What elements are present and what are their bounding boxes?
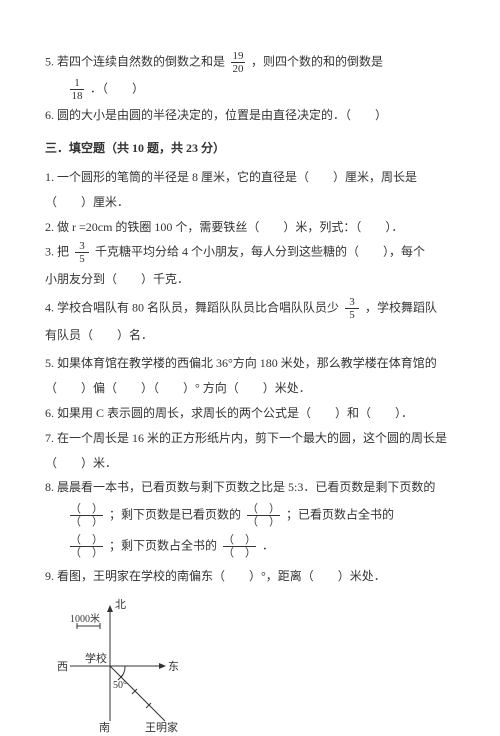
ratio-blank-1: （ ）（ ） xyxy=(70,503,103,528)
fill-7-line2: （ ）米． xyxy=(45,452,455,475)
fill-4-line2: 有队员（ ）名． xyxy=(45,324,455,347)
fill-8-line3: （ ）（ ） ；剩下页数占全书的 （ ）（ ） ． xyxy=(45,534,455,559)
label-house: 王明家 xyxy=(145,720,178,734)
q5-text3: ．（ ） xyxy=(90,82,144,96)
label-west: 西 xyxy=(57,661,68,673)
fill-8-line2: （ ）（ ） ；剩下页数是已看页数的 （ ）（ ） ；已看页数占全书的 xyxy=(45,503,455,528)
label-south: 南 xyxy=(99,721,110,734)
ratio-blank-3: （ ）（ ） xyxy=(70,534,103,559)
label-east: 东 xyxy=(168,660,179,673)
fill-3-line2: 小朋友分到（ ）千克． xyxy=(45,268,455,291)
question-6: 6. 圆的大小是由圆的半径决定的，位置是由直径决定的．（ ） xyxy=(45,104,455,127)
fill-5-line1: 5. 如果体育馆在教学楼的西偏北 36°方向 180 米处，那么教学楼在体育馆的 xyxy=(45,352,455,375)
label-angle: 50° xyxy=(113,680,127,691)
fill-9: 9. 看图，王明家在学校的南偏东（ ）°，距离（ ）米处． xyxy=(45,565,455,588)
compass-diagram: 北 南 东 西 学校 50° 王明家 1000米 xyxy=(55,596,205,736)
question-5-line2: 1 18 ．（ ） xyxy=(45,77,455,102)
f3-frac: 3 5 xyxy=(75,240,89,265)
fill-1-line1: 1. 一个圆形的笔筒的半径是 8 厘米，它的直径是（ ）厘米，周长是 xyxy=(45,166,455,189)
fill-8-line1: 8. 晨晨看一本书，已看页数与剩下页数之比是 5:3．已看页数是剩下页数的 xyxy=(45,476,455,499)
section-3-title: 三．填空题（共 10 题，共 23 分） xyxy=(45,137,455,160)
fill-4-line1: 4. 学校合唱队有 80 名队员，舞蹈队队员比合唱队队员少 3 5 ，学校舞蹈队 xyxy=(45,296,455,321)
fill-6: 6. 如果用 C 表示圆的周长，求周长的两个公式是（ ）和（ ）． xyxy=(45,402,455,425)
q5-frac1: 19 20 xyxy=(231,50,245,75)
fill-1-line2: （ ）厘米． xyxy=(45,191,455,214)
q6-text: 6. 圆的大小是由圆的半径决定的，位置是由直径决定的．（ ） xyxy=(45,108,387,122)
label-school: 学校 xyxy=(85,651,107,665)
fill-2: 2. 做 r =20cm 的铁圈 100 个，需要铁丝（ ）米，列式：（ ）． xyxy=(45,216,455,239)
label-north: 北 xyxy=(115,598,126,611)
f4-frac: 3 5 xyxy=(345,296,359,321)
q5-text2: ，则四个数的和的倒数是 xyxy=(251,54,383,68)
ratio-blank-2: （ ）（ ） xyxy=(247,503,280,528)
fill-5-line2: （ ）偏（ ）（ ）° 方向（ ）米处． xyxy=(45,377,455,400)
q5-frac2: 1 18 xyxy=(70,77,84,102)
ratio-blank-4: （ ）（ ） xyxy=(223,534,256,559)
fill-3-line1: 3. 把 3 5 千克糖平均分给 4 个小朋友，每人分到这些糖的（ ），每个 xyxy=(45,240,455,265)
q5-text1: 5. 若四个连续自然数的倒数之和是 xyxy=(45,54,225,68)
label-scale: 1000米 xyxy=(70,612,100,625)
fill-7-line1: 7. 在一个周长是 16 米的正方形纸片内，剪下一个最大的圆，这个圆的周长是 xyxy=(45,427,455,450)
question-5-line1: 5. 若四个连续自然数的倒数之和是 19 20 ，则四个数的和的倒数是 xyxy=(45,50,455,75)
